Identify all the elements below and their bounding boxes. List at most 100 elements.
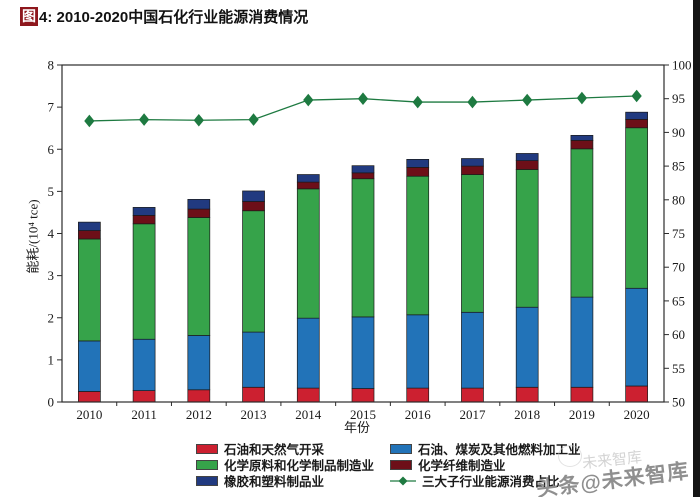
trend-marker — [522, 93, 533, 107]
figure-title-row: 图 4: 2010-2020中国石化行业能源消费情况 — [20, 6, 308, 27]
bar-segment — [296, 317, 320, 389]
legend-swatch — [196, 475, 218, 486]
bar-segment — [132, 215, 156, 225]
bar-segment — [78, 230, 101, 240]
bar-segment — [570, 148, 594, 298]
bar-segment — [625, 385, 648, 403]
y-axis-tick-label-left: 2 — [48, 310, 55, 325]
bar-segment — [461, 311, 484, 389]
bar-segment — [187, 217, 211, 336]
bar-segment — [625, 118, 648, 129]
bar-segment — [242, 386, 265, 403]
bar-segment — [132, 207, 156, 216]
y-axis-tick-label-left: 4 — [48, 226, 55, 241]
x-axis-tick-label: 2016 — [405, 407, 432, 422]
y-axis-tick-label-right: 95 — [672, 91, 685, 106]
bar-segment — [461, 158, 484, 167]
bar-segment — [132, 390, 156, 403]
legend-label: 橡胶和塑料制品业 — [224, 475, 325, 489]
bar-segment — [242, 210, 265, 333]
bar-segment — [351, 388, 375, 403]
watermark-logo-icon — [558, 445, 582, 467]
y-axis-tick-label-left: 1 — [48, 352, 55, 367]
bar-segment — [351, 165, 375, 174]
bar-segment — [132, 338, 156, 391]
y-axis-tick-label-right: 85 — [672, 159, 685, 174]
trend-marker — [84, 114, 95, 128]
bar-segment — [570, 134, 594, 141]
legend-item: 化学纤维制造业 — [390, 457, 581, 473]
bar-segment — [461, 387, 484, 403]
bar-segment — [625, 287, 648, 387]
x-axis-tick-label: 2017 — [459, 407, 486, 422]
x-axis-tick-label: 2012 — [186, 407, 212, 422]
bar-segment — [515, 160, 539, 170]
bar-segment — [570, 296, 594, 388]
legend-label: 化学纤维制造业 — [418, 459, 506, 473]
bar-segment — [351, 172, 375, 180]
bar-segment — [406, 159, 430, 168]
bar-segment — [78, 221, 101, 231]
bar-segment — [351, 316, 375, 389]
legend-column: 石油、煤炭及其他燃料加工业 化学纤维制造业三大子行业能源消费占比 — [390, 441, 581, 489]
bar-segment — [406, 167, 430, 177]
legend-label: 化学原料和化学制品制造业 — [224, 459, 375, 473]
legend-column: 石油和天然气开采化学原料和化学制品制造业 橡胶和塑料制品业 — [196, 441, 390, 489]
y-axis-title: 能耗/(10⁴ tce) — [25, 199, 41, 274]
bar-segment — [242, 190, 265, 202]
bar-segment — [515, 386, 539, 403]
y-axis-tick-label-right: 70 — [672, 260, 685, 275]
bar-segment — [351, 178, 375, 318]
bar-segment — [296, 174, 320, 183]
legend-swatch — [390, 443, 412, 454]
bar-segment — [296, 188, 320, 319]
y-axis-tick-label-left: 3 — [48, 268, 55, 283]
legend-item: 橡胶和塑料制品业 — [196, 473, 390, 489]
legend-item: 石油、煤炭及其他燃料加工业 — [390, 441, 581, 457]
legend-swatch — [196, 443, 218, 454]
bar-segment — [187, 199, 211, 210]
y-axis-tick-label-right: 55 — [672, 361, 685, 376]
legend-label: 三大子行业能源消费占比 — [422, 475, 560, 489]
trend-marker — [248, 113, 259, 126]
bar-segment — [515, 306, 539, 388]
trend-marker — [576, 91, 588, 105]
bar-segment — [406, 175, 430, 316]
y-axis-tick-label-left: 0 — [48, 395, 55, 410]
x-axis-tick-label: 2014 — [295, 407, 322, 422]
legend-label: 石油、煤炭及其他燃料加工业 — [418, 443, 581, 457]
legend-label: 石油和天然气开采 — [224, 443, 325, 457]
y-axis-tick-label-left: 7 — [48, 100, 55, 115]
bar-segment — [78, 238, 101, 342]
bar-segment — [515, 153, 539, 161]
figure-title: 4: 2010-2020中国石化行业能源消费情况 — [39, 9, 309, 26]
y-axis-tick-label-right: 60 — [672, 327, 685, 342]
trend-marker — [193, 113, 204, 127]
bar-segment — [187, 208, 211, 218]
y-axis-tick-label-left: 6 — [48, 142, 55, 157]
x-axis-tick-label: 2015 — [350, 407, 376, 422]
bar-segment — [187, 335, 211, 391]
bar-segment — [461, 165, 484, 175]
x-axis-title: 年份 — [343, 420, 370, 435]
legend-swatch — [390, 459, 412, 470]
bar-segment — [242, 331, 265, 388]
x-axis-tick-label: 2018 — [514, 407, 540, 422]
legend-swatch — [196, 459, 218, 470]
right-edge-strip — [693, 0, 700, 497]
bar-segment — [78, 391, 101, 403]
chart-legend: 石油和天然气开采 化学原料和化学制品制造业 橡胶和塑料制品业 石油、煤炭及其他燃料加工… — [196, 441, 581, 489]
legend-trend-symbol-icon — [390, 476, 416, 485]
bar-segment — [406, 314, 430, 389]
x-axis-tick-label: 2011 — [131, 407, 157, 422]
trend-marker — [357, 92, 369, 105]
figure-label-box: 图 — [20, 7, 38, 26]
bar-segment — [78, 340, 101, 392]
x-axis-tick-label: 2020 — [624, 407, 650, 422]
trend-marker — [412, 95, 423, 109]
y-axis-tick-label-left: 5 — [48, 184, 55, 199]
legend-item: 化学原料和化学制品制造业 — [196, 457, 390, 473]
bar-segment — [242, 201, 265, 212]
